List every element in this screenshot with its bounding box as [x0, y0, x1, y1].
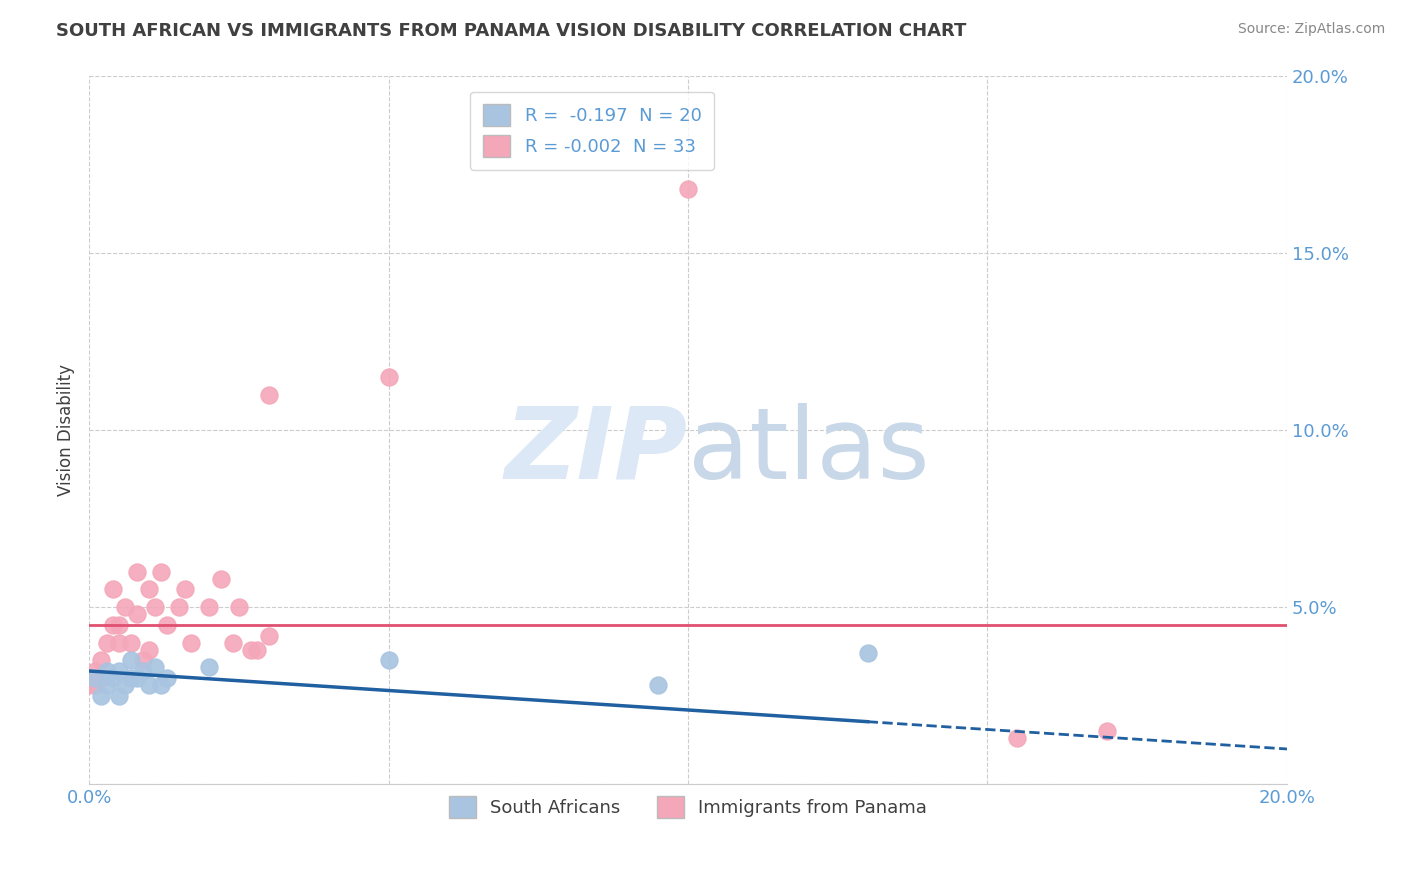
Point	[132, 664, 155, 678]
Point	[101, 618, 124, 632]
Point	[101, 582, 124, 597]
Point	[174, 582, 197, 597]
Y-axis label: Vision Disability: Vision Disability	[58, 364, 75, 496]
Point	[125, 671, 148, 685]
Text: atlas: atlas	[688, 403, 929, 500]
Point	[856, 646, 879, 660]
Point	[108, 635, 131, 649]
Point	[108, 664, 131, 678]
Point	[167, 600, 190, 615]
Point	[149, 565, 172, 579]
Point	[114, 678, 136, 692]
Point	[90, 671, 112, 685]
Point	[96, 635, 118, 649]
Point	[101, 671, 124, 685]
Text: ZIP: ZIP	[505, 403, 688, 500]
Point	[209, 572, 232, 586]
Point	[108, 689, 131, 703]
Text: Source: ZipAtlas.com: Source: ZipAtlas.com	[1237, 22, 1385, 37]
Point	[138, 678, 160, 692]
Legend: South Africans, Immigrants from Panama: South Africans, Immigrants from Panama	[441, 789, 935, 825]
Point	[90, 689, 112, 703]
Point	[96, 664, 118, 678]
Point	[198, 600, 221, 615]
Point	[143, 600, 166, 615]
Point	[1007, 731, 1029, 746]
Point	[120, 635, 142, 649]
Point	[90, 653, 112, 667]
Point	[377, 653, 399, 667]
Point	[138, 582, 160, 597]
Point	[198, 660, 221, 674]
Point	[125, 565, 148, 579]
Point	[138, 642, 160, 657]
Point	[120, 671, 142, 685]
Point	[149, 678, 172, 692]
Point	[96, 678, 118, 692]
Point	[180, 635, 202, 649]
Point	[84, 678, 107, 692]
Point	[228, 600, 250, 615]
Point	[114, 600, 136, 615]
Point	[125, 607, 148, 622]
Point	[156, 671, 179, 685]
Point	[132, 653, 155, 667]
Point	[156, 618, 179, 632]
Point	[108, 618, 131, 632]
Point	[239, 642, 262, 657]
Point	[1097, 724, 1119, 739]
Point	[647, 678, 669, 692]
Text: SOUTH AFRICAN VS IMMIGRANTS FROM PANAMA VISION DISABILITY CORRELATION CHART: SOUTH AFRICAN VS IMMIGRANTS FROM PANAMA …	[56, 22, 966, 40]
Point	[246, 642, 269, 657]
Point	[84, 671, 107, 685]
Point	[77, 678, 100, 692]
Point	[257, 629, 280, 643]
Point	[257, 387, 280, 401]
Point	[143, 660, 166, 674]
Point	[84, 664, 107, 678]
Point	[377, 369, 399, 384]
Point	[222, 635, 245, 649]
Point	[120, 653, 142, 667]
Point	[676, 182, 699, 196]
